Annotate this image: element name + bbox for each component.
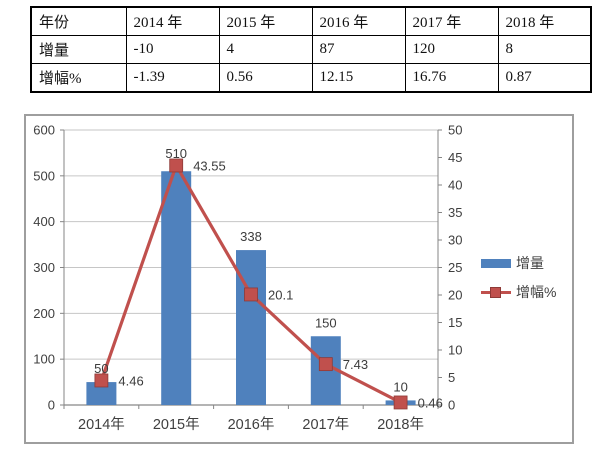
category-label: 2016年 [228, 416, 275, 433]
legend-label-bar: 增量 [516, 255, 544, 271]
right-axis-tick-label: 5 [448, 370, 455, 385]
table-header-cell: 2017 年 [404, 6, 499, 36]
line-data-label: 4.46 [118, 373, 143, 388]
table-header-cell: 2015 年 [218, 6, 313, 36]
left-axis-tick-label: 200 [33, 306, 55, 321]
right-axis-tick-label: 25 [448, 260, 462, 275]
table-header-cell: 2016 年 [311, 6, 406, 36]
left-axis-tick-label: 0 [48, 398, 55, 413]
legend-item-line: 增幅% [481, 284, 557, 300]
line-data-label: 43.55 [193, 158, 226, 173]
category-label: 2017年 [302, 416, 349, 433]
legend-label-line: 增幅% [516, 284, 557, 300]
bar-series-swatch-icon [481, 258, 511, 268]
right-axis-tick-label: 50 [448, 123, 462, 138]
line-marker [318, 357, 333, 372]
line-data-label: 7.43 [343, 357, 368, 372]
left-axis-tick-label: 300 [33, 260, 55, 275]
legend-item-bar: 增量 [481, 255, 556, 271]
bar-data-label: 150 [315, 315, 337, 330]
chart-legend: 增量 增幅% [481, 255, 557, 314]
table-cell: 16.76 [404, 63, 499, 93]
category-label: 2018年 [377, 416, 424, 433]
table-row-years: 年份 2014 年 2015 年 2016 年 2017 年 2018 年 [30, 6, 592, 36]
left-axis-tick-label: 400 [33, 214, 55, 229]
line-data-label: 20.1 [268, 287, 293, 302]
right-axis-tick-label: 15 [448, 315, 462, 330]
table-cell: 12.15 [311, 63, 406, 93]
right-axis-tick-label: 45 [448, 150, 462, 165]
combo-chart-svg: 0100200300400500600051015202530354045502… [33, 123, 462, 434]
category-label: 2014年 [78, 416, 125, 433]
right-axis-tick-label: 20 [448, 288, 462, 303]
table-row-increment: 增量 -10 4 87 120 8 [30, 35, 592, 64]
right-axis-tick-label: 0 [448, 398, 455, 413]
table-row-label: 增量 [30, 35, 127, 64]
table-cell: 120 [404, 35, 499, 64]
line-series-swatch-icon [481, 286, 511, 299]
table-cell: -10 [125, 35, 220, 64]
table-row-growth-rate: 增幅% -1.39 0.56 12.15 16.76 0.87 [30, 63, 592, 93]
table-cell: 4 [218, 35, 313, 64]
table-cell: 8 [497, 35, 592, 64]
line-marker [393, 395, 408, 410]
left-axis-tick-label: 100 [33, 352, 55, 367]
line-data-label: 0.46 [418, 395, 443, 410]
table-row-label: 增幅% [30, 63, 127, 93]
bar [161, 171, 192, 405]
left-axis-tick-label: 500 [33, 168, 55, 183]
table-header-cell: 2018 年 [497, 6, 592, 36]
bar-data-label: 510 [165, 146, 187, 161]
stats-table: 年份 2014 年 2015 年 2016 年 2017 年 2018 年 增量… [30, 6, 592, 93]
stats-table-container: 年份 2014 年 2015 年 2016 年 2017 年 2018 年 增量… [30, 6, 592, 93]
table-header-cell: 年份 [30, 6, 127, 36]
bar-data-label: 50 [94, 361, 108, 376]
bar-data-label: 10 [393, 379, 407, 394]
bar [86, 382, 117, 405]
right-axis-tick-label: 10 [448, 343, 462, 358]
table-cell: 0.56 [218, 63, 313, 93]
right-axis-tick-label: 35 [448, 205, 462, 220]
bar-data-label: 338 [240, 229, 262, 244]
right-axis-tick-label: 40 [448, 178, 462, 193]
table-cell: 0.87 [497, 63, 592, 93]
combo-chart-frame: 0 100 200 300 400 500 600 0 5 10 15 20 25 30 35 40 45 50 2… [24, 114, 574, 444]
line-marker [244, 287, 258, 302]
right-axis-tick-label: 30 [448, 233, 462, 248]
table-header-cell: 2014 年 [125, 6, 220, 36]
table-cell: 87 [311, 35, 406, 64]
category-label: 2015年 [153, 416, 200, 433]
table-cell: -1.39 [125, 63, 220, 93]
line-marker [169, 158, 184, 173]
left-axis-tick-label: 600 [33, 123, 55, 138]
line-marker [94, 373, 109, 388]
